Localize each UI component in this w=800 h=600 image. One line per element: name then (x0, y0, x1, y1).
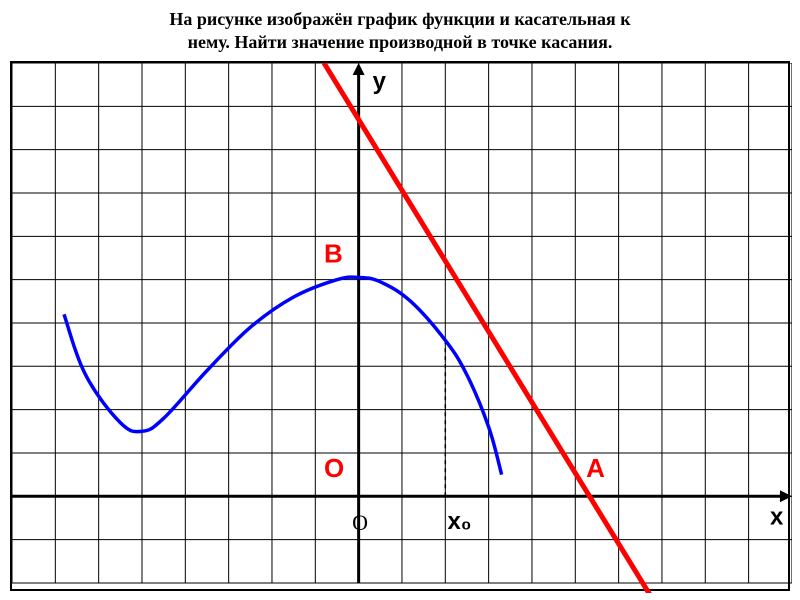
title-line-1: На рисунке изображён график функции и ка… (40, 8, 760, 31)
chart-svg: y x O B O Ax₀ (12, 63, 792, 593)
origin-label: O (352, 510, 368, 535)
chart-area: y x O B O Ax₀ (10, 61, 790, 591)
point-label-x0: x₀ (447, 508, 471, 535)
point-label-A: A (586, 453, 605, 483)
title-line-2: нему. Найти значение производной в точке… (40, 31, 760, 54)
y-axis-label: y (373, 68, 387, 95)
grid (12, 63, 792, 583)
point-label-O: O (324, 453, 344, 483)
point-label-B: B (324, 238, 343, 268)
chart-title: На рисунке изображён график функции и ка… (0, 0, 800, 61)
x-axis-label: x (770, 503, 784, 530)
function-curve (64, 277, 502, 475)
